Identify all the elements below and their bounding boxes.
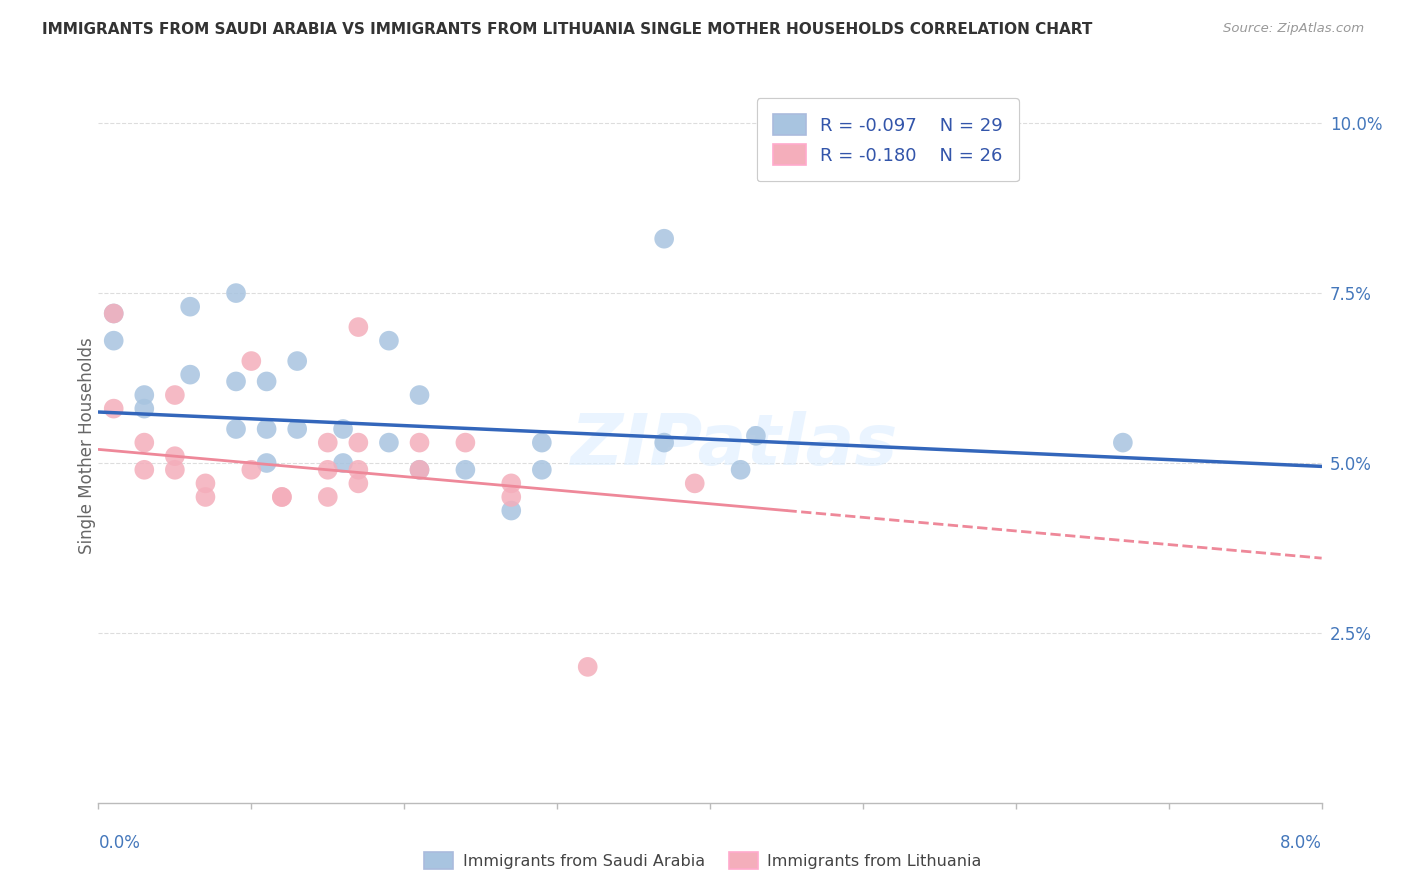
Text: Source: ZipAtlas.com: Source: ZipAtlas.com [1223, 22, 1364, 36]
Point [163, 388, 186, 402]
Point [163, 449, 186, 463]
Point [730, 463, 752, 477]
Text: IMMIGRANTS FROM SAUDI ARABIA VS IMMIGRANTS FROM LITHUANIA SINGLE MOTHER HOUSEHOL: IMMIGRANTS FROM SAUDI ARABIA VS IMMIGRAN… [42, 22, 1092, 37]
Point [454, 463, 477, 477]
Point [501, 476, 523, 491]
Point [332, 456, 354, 470]
Point [134, 388, 156, 402]
Point [501, 490, 523, 504]
Point [408, 388, 430, 402]
Text: ZIPatlas: ZIPatlas [571, 411, 898, 481]
Point [316, 490, 339, 504]
Point [501, 503, 523, 517]
Legend: Immigrants from Saudi Arabia, Immigrants from Lithuania: Immigrants from Saudi Arabia, Immigrants… [418, 846, 988, 875]
Point [576, 660, 599, 674]
Point [163, 463, 186, 477]
Point [652, 232, 675, 246]
Point [347, 476, 370, 491]
Point [134, 463, 156, 477]
Point [179, 300, 201, 314]
Point [256, 375, 278, 389]
Point [454, 435, 477, 450]
Point [194, 490, 217, 504]
Point [745, 429, 768, 443]
Point [103, 334, 125, 348]
Text: 0.0%: 0.0% [98, 834, 141, 852]
Point [103, 401, 125, 416]
Point [285, 422, 308, 436]
Point [103, 306, 125, 320]
Point [240, 354, 263, 368]
Point [347, 320, 370, 334]
Point [332, 422, 354, 436]
Point [270, 490, 294, 504]
Legend: R = -0.097    N = 29, R = -0.180    N = 26: R = -0.097 N = 29, R = -0.180 N = 26 [756, 98, 1019, 181]
Point [347, 435, 370, 450]
Text: 8.0%: 8.0% [1279, 834, 1322, 852]
Point [1112, 435, 1135, 450]
Point [225, 286, 247, 301]
Point [378, 435, 401, 450]
Point [103, 306, 125, 320]
Point [194, 476, 217, 491]
Point [530, 435, 553, 450]
Point [256, 422, 278, 436]
Point [240, 463, 263, 477]
Point [179, 368, 201, 382]
Y-axis label: Single Mother Households: Single Mother Households [79, 338, 96, 554]
Point [683, 476, 706, 491]
Point [530, 463, 553, 477]
Point [134, 435, 156, 450]
Point [652, 435, 675, 450]
Point [134, 401, 156, 416]
Point [256, 456, 278, 470]
Point [408, 463, 430, 477]
Point [285, 354, 308, 368]
Point [316, 435, 339, 450]
Point [225, 422, 247, 436]
Point [408, 463, 430, 477]
Point [225, 375, 247, 389]
Point [378, 334, 401, 348]
Point [408, 435, 430, 450]
Point [347, 463, 370, 477]
Point [316, 463, 339, 477]
Point [270, 490, 294, 504]
